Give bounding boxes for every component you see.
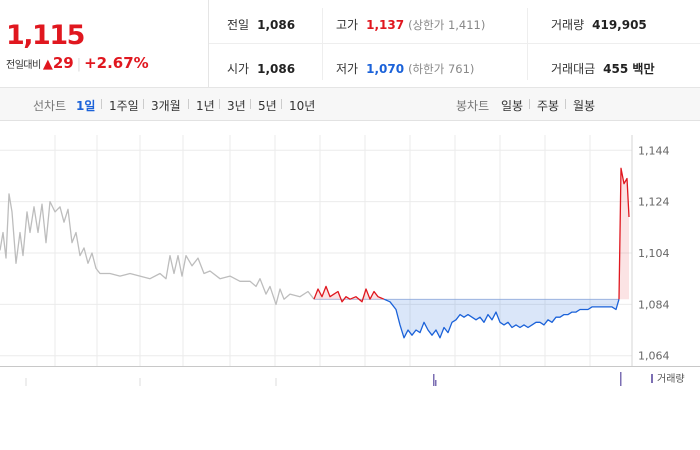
row-divider: [209, 43, 700, 44]
candle-monthly-tab[interactable]: 월봉: [573, 99, 596, 113]
column-divider: [527, 8, 528, 80]
stat-open: 시가 1,086: [227, 62, 296, 76]
price-area-up: [619, 168, 629, 300]
volume-legend-icon: [651, 374, 653, 383]
period-1d-tab[interactable]: 1일: [76, 99, 96, 113]
stat-volume: 거래량 419,905: [551, 18, 647, 32]
volume-bar: [433, 374, 435, 386]
y-tick-label: 1,124: [638, 196, 670, 209]
change-value: 29: [52, 54, 74, 72]
candle-chart-label: 봉차트: [456, 99, 490, 113]
price-line-down: [383, 298, 620, 339]
tab-separator: [101, 99, 102, 109]
tab-separator: [250, 99, 251, 109]
period-5y-tab[interactable]: 5년: [258, 99, 277, 113]
plot-background: [0, 135, 700, 366]
period-1y-tab[interactable]: 1년: [196, 99, 215, 113]
period-1w-tab[interactable]: 1주일: [109, 99, 139, 113]
tab-separator: [565, 99, 566, 109]
change-label: 전일대비: [6, 60, 41, 71]
quote-summary: 1,115 전일대비 ▲29 | +2.67% 전일 1,086 고가 1,137 (상한가…: [0, 0, 700, 88]
change-row: 전일대비 ▲29 | +2.67%: [6, 54, 149, 72]
tab-separator: [143, 99, 144, 109]
change-separator: |: [76, 57, 82, 72]
column-divider: [322, 8, 323, 80]
price-line-up: [313, 285, 385, 303]
y-tick-label: 1,144: [638, 144, 670, 157]
price-area-up: [314, 286, 384, 302]
current-price: 1,115: [6, 20, 85, 51]
price-area-down: [384, 299, 619, 338]
y-tick-label: 1,064: [638, 350, 670, 363]
y-tick-label: 1,084: [638, 298, 670, 311]
stat-low: 저가 1,070 (하한가 761): [336, 62, 475, 76]
period-3m-tab[interactable]: 3개월: [151, 99, 181, 113]
tab-separator: [188, 99, 189, 109]
tab-separator: [219, 99, 220, 109]
line-chart-label: 선차트: [33, 99, 67, 113]
y-tick-label: 1,104: [638, 247, 670, 260]
period-3y-tab[interactable]: 3년: [227, 99, 246, 113]
volume-legend-label: 거래량: [657, 373, 685, 385]
tab-separator: [529, 99, 530, 109]
volume-bar: [620, 372, 622, 386]
chart-toolbar: 선차트 1일 1주일 3개월 1년 3년 5년 10년 봉차트 일봉 주봉 월봉: [0, 88, 700, 121]
candle-weekly-tab[interactable]: 주봉: [537, 99, 560, 113]
change-percent: +2.67%: [84, 54, 149, 72]
stat-prev-close: 전일 1,086: [227, 18, 296, 32]
price-line-up: [618, 167, 630, 300]
candle-daily-tab[interactable]: 일봉: [501, 99, 524, 113]
up-arrow-icon: ▲: [42, 57, 53, 72]
tab-separator: [281, 99, 282, 109]
price-box: 1,115 전일대비 ▲29 | +2.67%: [0, 0, 209, 87]
period-10y-tab[interactable]: 10년: [289, 99, 316, 113]
volume-bar: [435, 380, 437, 386]
price-line-flat: [0, 193, 315, 306]
stat-high: 고가 1,137 (상한가 1,411): [336, 18, 486, 32]
stat-trade-value: 거래대금 455 백만: [551, 62, 655, 76]
